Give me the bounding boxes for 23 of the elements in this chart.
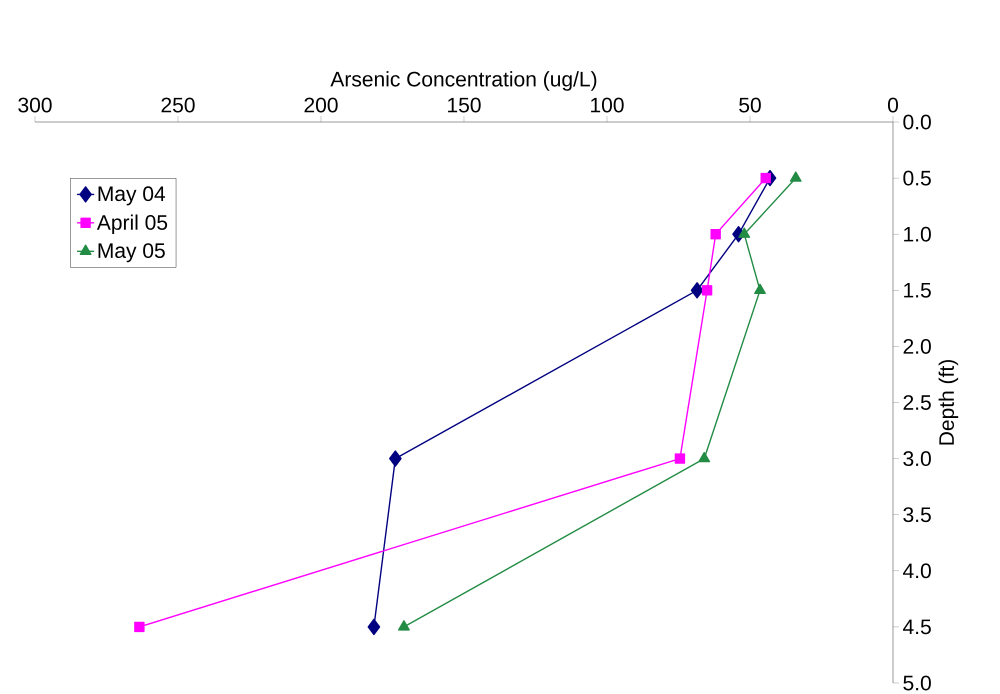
x-tick-label: 0 [888, 98, 898, 112]
y-tick-label: 1.5 [904, 282, 931, 298]
y-tick-label: 4.0 [903, 563, 931, 578]
y-tick-label: 3.5 [903, 507, 931, 522]
x-tick-label: 300 [18, 98, 52, 112]
legend-label: April 05 [96, 214, 168, 234]
legend-label: May 05 [98, 243, 165, 262]
x-tick-label: 50 [739, 98, 761, 112]
y-axis-title: Depth (ft) [938, 360, 958, 445]
x-tick-label: 100 [591, 98, 624, 112]
y-tick-label: 1.0 [904, 226, 931, 242]
x-axis-title: Arsenic Concentration (ug/L) [330, 71, 596, 91]
y-tick-label: 3.0 [903, 451, 931, 466]
y-tick-label: 0.5 [903, 170, 931, 186]
x-tick-label: 150 [448, 98, 481, 112]
x-tick-label: 200 [304, 98, 338, 112]
y-tick-label: 0.0 [903, 114, 931, 130]
y-tick-label: 2.0 [904, 338, 931, 354]
legend-label: May 04 [98, 186, 166, 206]
x-tick-label: 250 [162, 98, 195, 112]
y-tick-label: 2.5 [904, 395, 931, 410]
y-tick-label: 4.5 [903, 620, 931, 634]
y-tick-label: 5.0 [903, 676, 931, 690]
